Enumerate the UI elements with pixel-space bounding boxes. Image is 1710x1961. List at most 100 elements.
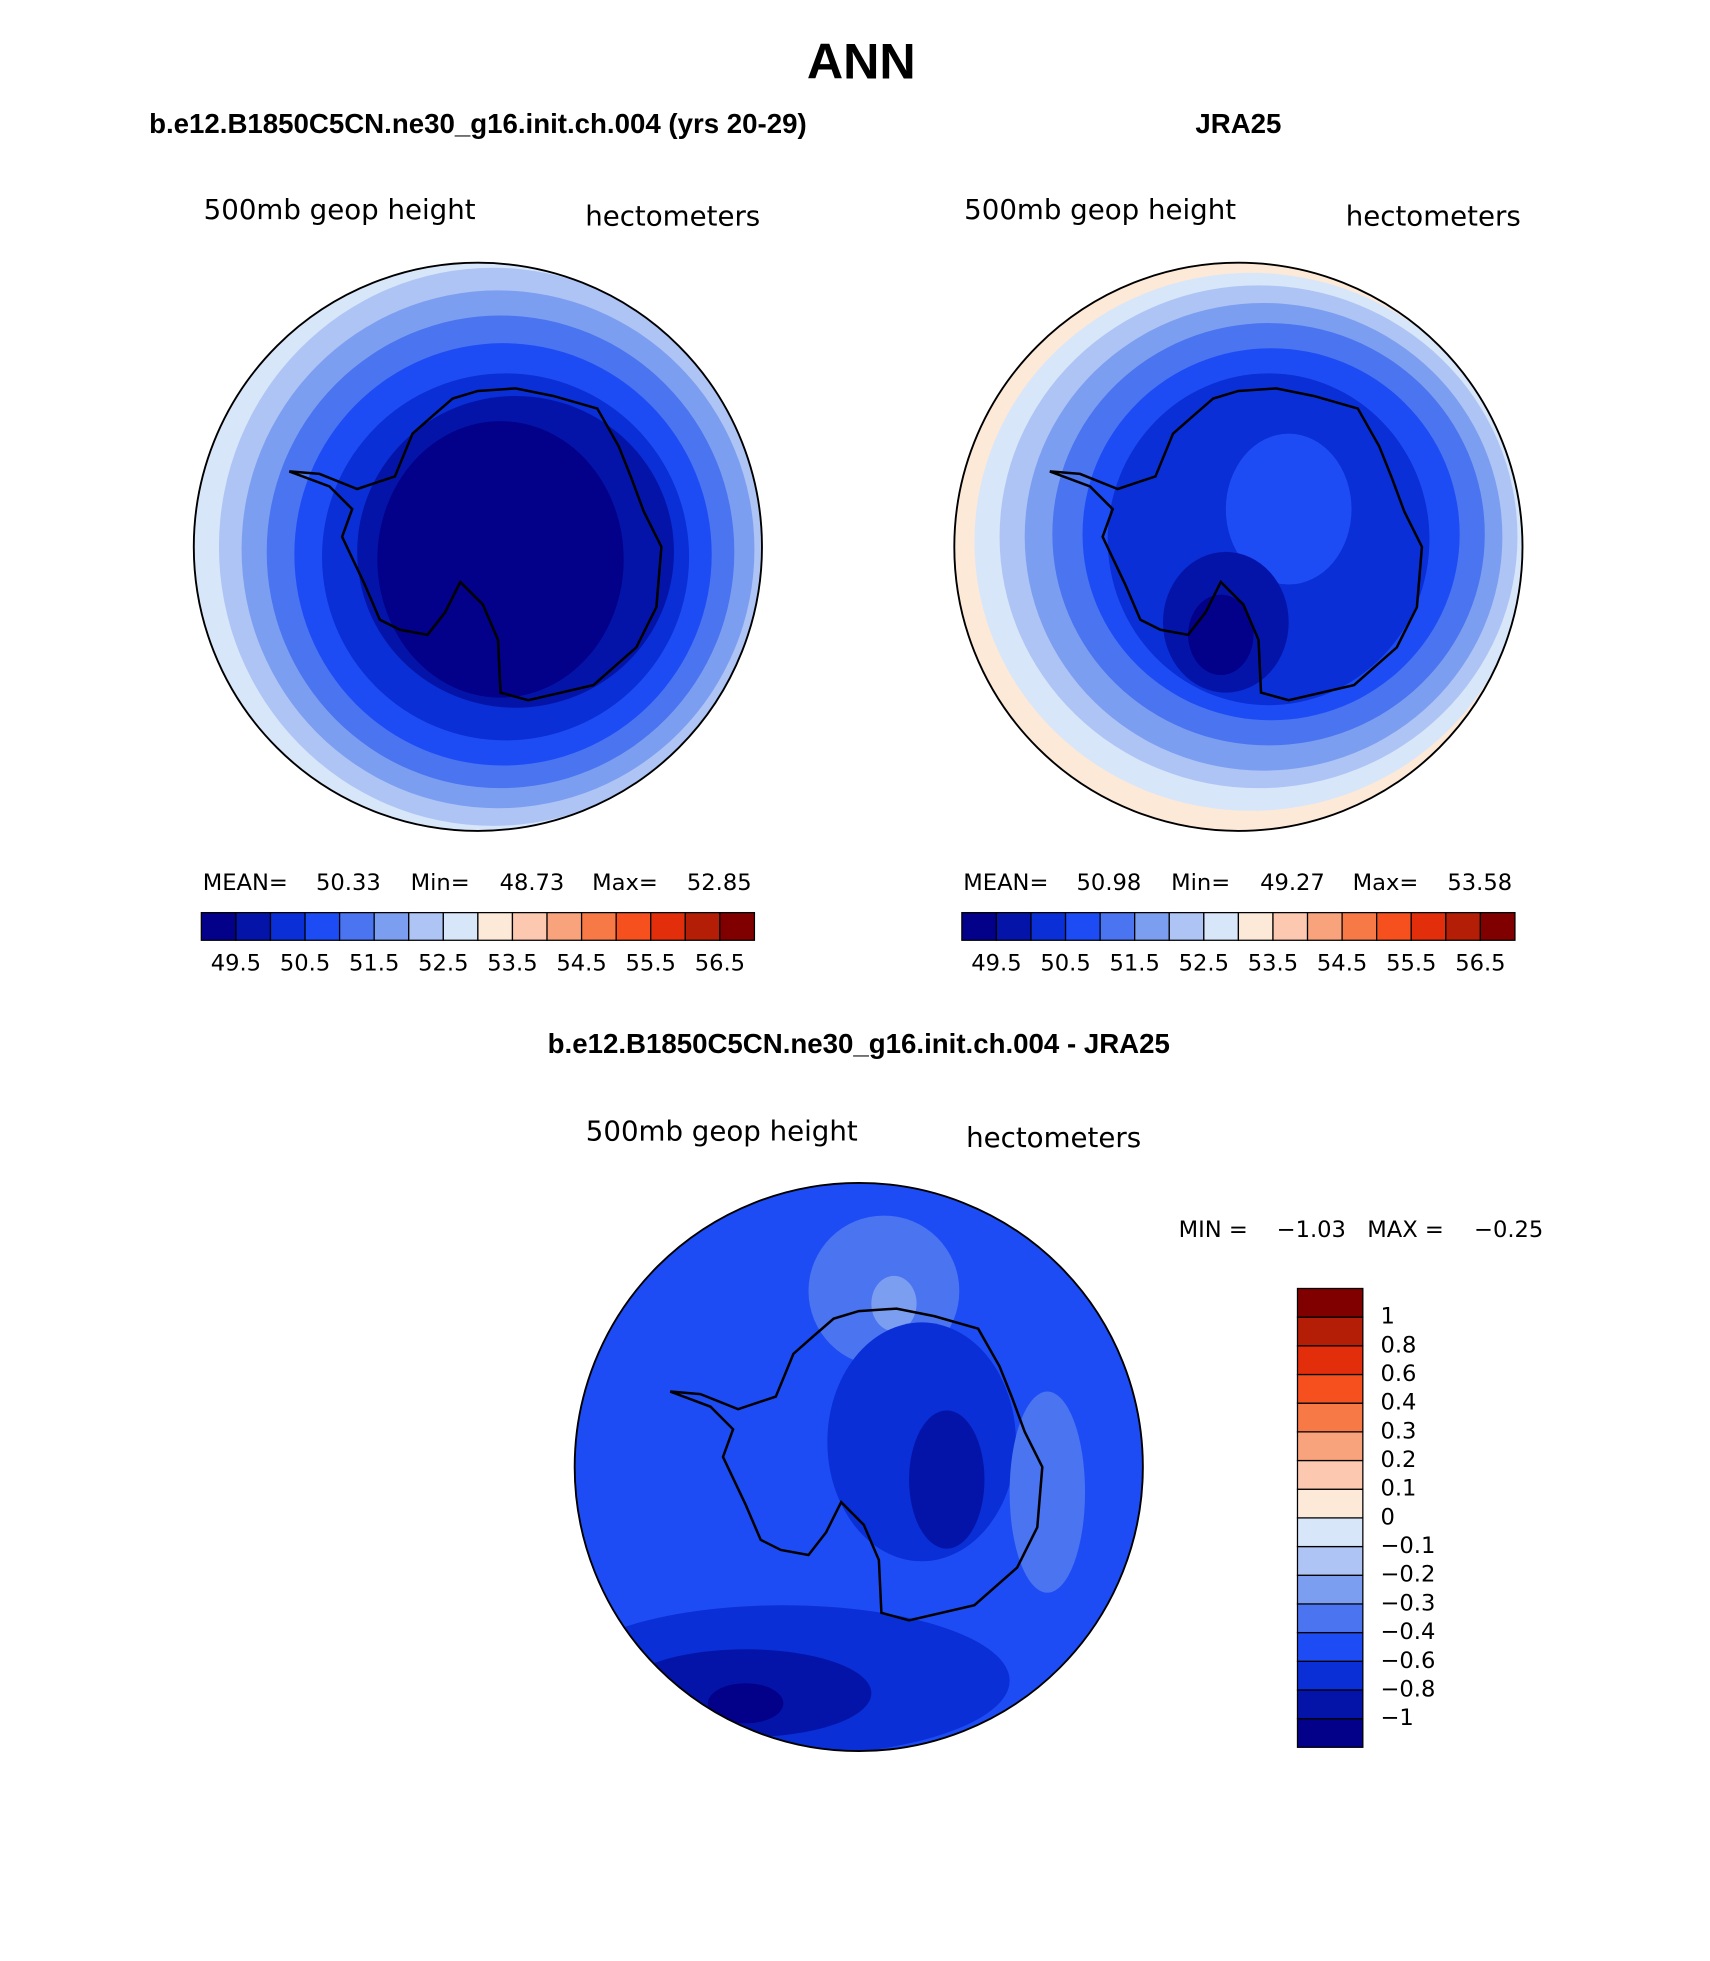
colorbar-box (1296, 1660, 1364, 1691)
colorbar-box (1376, 911, 1412, 941)
colorbar-box (580, 911, 617, 941)
colorbar-box (1296, 1631, 1364, 1662)
units-label: hectometers (585, 199, 760, 232)
colorbar-label: 1 (1380, 1304, 1394, 1330)
stat-value: −1.03 (1277, 1217, 1346, 1243)
colorbar-box (511, 911, 548, 941)
colorbar-label: 0.3 (1380, 1418, 1416, 1444)
colorbar-label: 55.5 (1386, 951, 1436, 977)
map-border (192, 261, 763, 832)
variable-label: 500mb geop height (204, 193, 476, 226)
colorbar-label: 50.5 (1040, 951, 1090, 977)
colorbar-box (650, 911, 686, 941)
stat-value: 52.85 (687, 870, 752, 896)
stat-value: 50.98 (1077, 870, 1142, 896)
colorbar-label: 52.5 (1179, 951, 1229, 977)
colorbar-label: 51.5 (349, 951, 399, 977)
contour-fill (871, 1275, 917, 1332)
colorbar-label: 54.5 (556, 951, 606, 977)
stat-value: 49.27 (1260, 870, 1325, 896)
colorbar-label: 53.5 (487, 951, 537, 977)
colorbar-box (1296, 1373, 1364, 1404)
stat-label: Max= (592, 870, 658, 896)
colorbar-label: −0.4 (1380, 1619, 1435, 1645)
colorbar-box (615, 911, 652, 941)
stat-label: Min= (411, 870, 470, 896)
colorbar-label: 0.2 (1380, 1447, 1416, 1473)
colorbar-box (1341, 911, 1378, 941)
colorbar-box (1296, 1287, 1364, 1318)
colorbar-box (1203, 911, 1240, 941)
colorbar-label: 56.5 (1455, 951, 1505, 977)
colorbar-box (961, 911, 998, 941)
colorbar-label: 54.5 (1317, 951, 1367, 977)
colorbar-label: 0 (1380, 1504, 1394, 1530)
colorbar-box (1296, 1431, 1364, 1462)
panel-title: b.e12.B1850C5CN.ne30_g16.init.ch.004 (yr… (149, 108, 807, 139)
map-border (573, 1181, 1144, 1753)
contour-fill (377, 421, 624, 698)
colorbar-box (477, 911, 514, 941)
stat-value: 48.73 (500, 870, 565, 896)
colorbar-box (546, 911, 583, 941)
colorbar-box (719, 911, 756, 941)
colorbar-label: −0.1 (1380, 1533, 1435, 1559)
panel-title: JRA25 (1195, 108, 1281, 139)
map-border (953, 261, 1524, 832)
contours (193, 262, 762, 831)
colorbar-box (1099, 911, 1136, 941)
colorbar-box (1410, 911, 1447, 941)
contour-fill (707, 1683, 784, 1724)
colorbar-box (1296, 1689, 1364, 1720)
figure-title: ANN (807, 33, 916, 90)
map (192, 261, 763, 832)
map (953, 261, 1524, 832)
colorbar-box (304, 911, 341, 941)
stat-value: 53.58 (1447, 870, 1512, 896)
colorbar-box (1237, 911, 1274, 941)
colorbar-box (1296, 1574, 1364, 1605)
colorbar-box (684, 911, 721, 941)
colorbar-box (1445, 911, 1482, 941)
colorbar-label: 49.5 (211, 951, 261, 977)
colorbar-label: 51.5 (1110, 951, 1160, 977)
colorbar-label: 55.5 (626, 951, 676, 977)
colorbar-box (1296, 1345, 1364, 1376)
colorbar-label: 50.5 (280, 951, 330, 977)
units-label: hectometers (1346, 199, 1521, 232)
colorbar-box (1064, 911, 1101, 941)
stat-label: MIN = (1179, 1217, 1248, 1243)
map (573, 1181, 1144, 1753)
stat-label: Min= (1171, 870, 1230, 896)
colorbar-box (1272, 911, 1309, 941)
stat-label: MAX = (1367, 1217, 1444, 1243)
colorbar-label: 0.8 (1380, 1332, 1416, 1358)
colorbar-box (1296, 1517, 1364, 1548)
colorbar-box (1296, 1488, 1364, 1519)
colorbar-box (269, 911, 306, 941)
contour-fill (909, 1410, 985, 1549)
stat-label: MEAN= (963, 870, 1048, 896)
colorbar-box (1168, 911, 1205, 941)
colorbar-label: −1 (1380, 1705, 1413, 1731)
colorbar-box (1134, 911, 1170, 941)
colorbar-box (235, 911, 272, 941)
colorbar-label: 0.1 (1380, 1476, 1416, 1502)
colorbar-box (408, 911, 444, 941)
colorbar-label: −0.3 (1380, 1590, 1435, 1616)
contours (574, 1182, 1143, 1752)
colorbar-label: −0.2 (1380, 1562, 1435, 1588)
colorbar-label: −0.6 (1380, 1648, 1435, 1674)
colorbar-box (1030, 911, 1067, 941)
colorbar-box (1296, 1717, 1364, 1748)
colorbar-box (1306, 911, 1343, 941)
stat-value: 50.33 (316, 870, 381, 896)
variable-label: 500mb geop height (964, 193, 1236, 226)
stat-value: −0.25 (1474, 1217, 1543, 1243)
variable-label: 500mb geop height (586, 1115, 858, 1148)
contour-fill (1225, 433, 1352, 585)
colorbar-box (200, 911, 237, 941)
colorbar-label: 0.6 (1380, 1361, 1416, 1387)
units-label: hectometers (966, 1121, 1141, 1154)
